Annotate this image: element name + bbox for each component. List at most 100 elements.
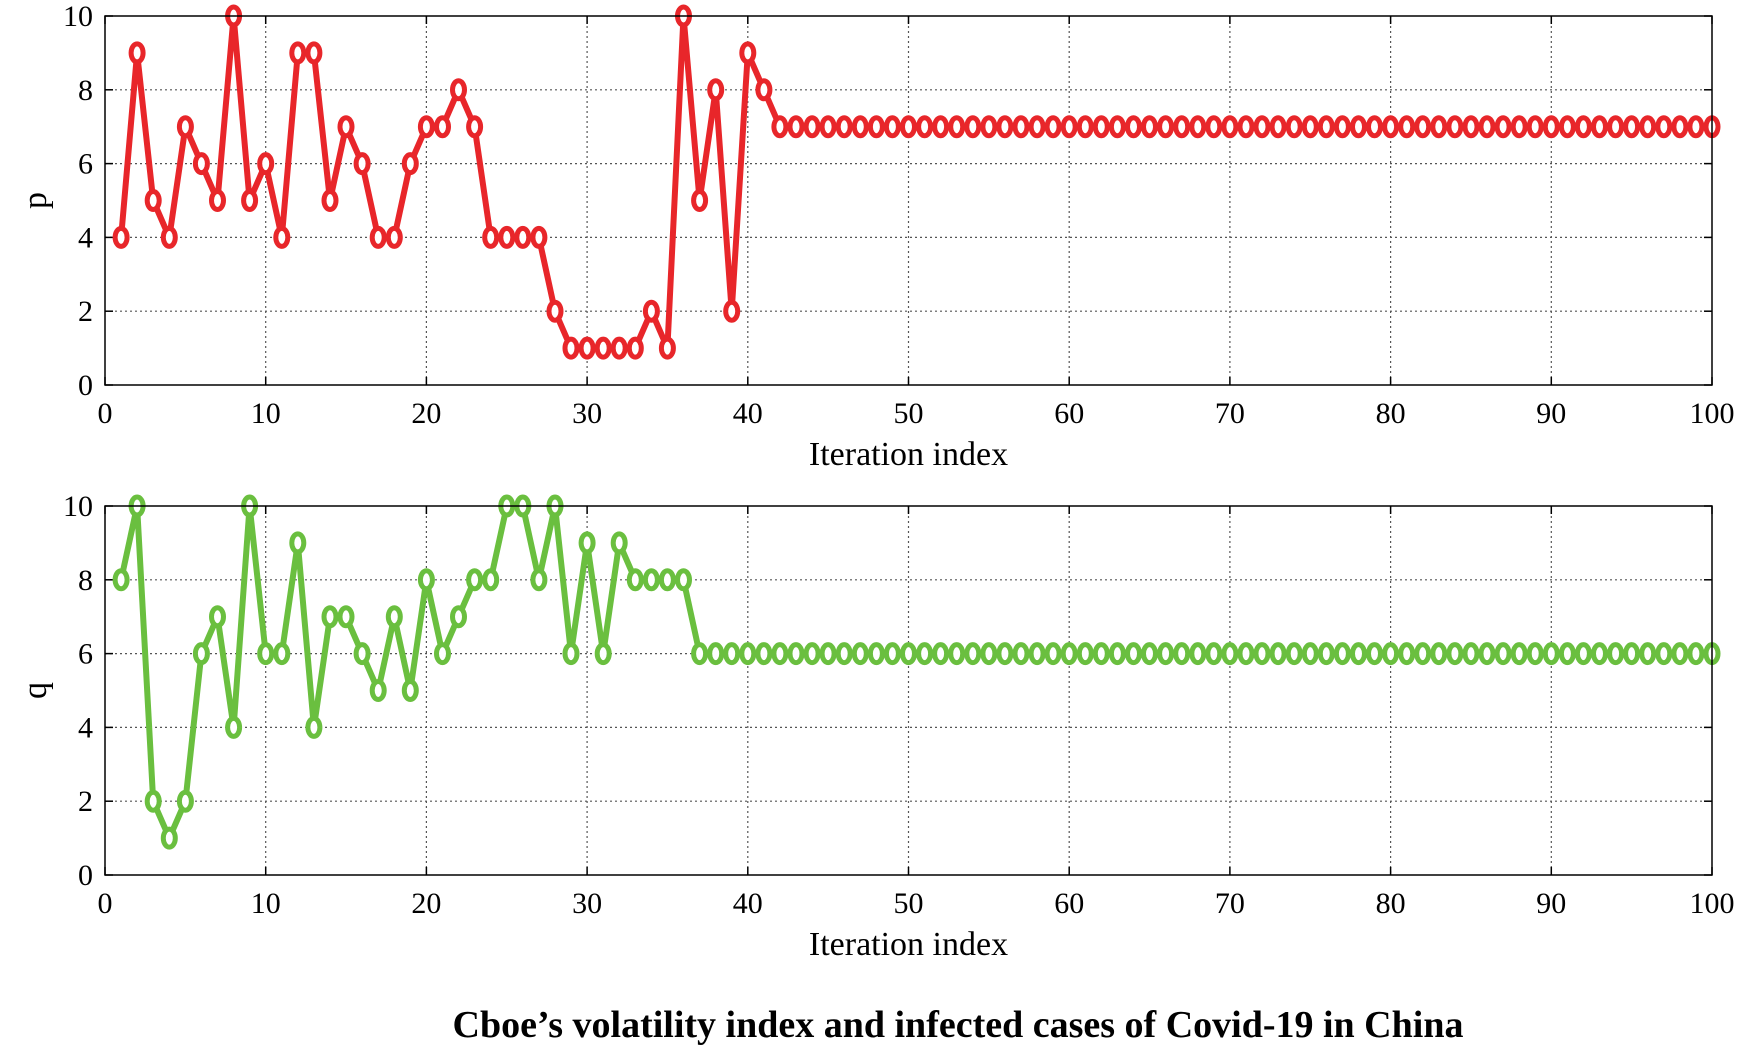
y-axis-label: p <box>17 192 54 209</box>
data-point <box>1350 115 1367 139</box>
x-tick-label: 20 <box>411 397 441 430</box>
data-point <box>594 336 612 360</box>
data-point <box>498 225 516 249</box>
y-tick-label: 2 <box>78 785 93 818</box>
data-point <box>867 115 885 139</box>
data-point <box>225 715 243 739</box>
data-point <box>1558 115 1576 139</box>
data-point <box>626 568 644 592</box>
plot-frame <box>104 505 1713 876</box>
data-point <box>1430 642 1448 666</box>
data-point <box>144 189 162 212</box>
data-point <box>948 642 966 666</box>
data-point <box>1639 642 1657 666</box>
data-point <box>1253 642 1271 666</box>
data-point <box>257 152 275 176</box>
data-point <box>739 41 757 65</box>
data-point <box>1141 642 1158 666</box>
data-point <box>1044 115 1062 139</box>
data-point <box>707 642 725 666</box>
data-point <box>867 642 885 666</box>
data-point <box>1366 642 1383 666</box>
data-point <box>1076 642 1094 666</box>
data-point <box>1687 642 1705 666</box>
data-point <box>128 41 146 65</box>
data-point <box>1478 642 1496 666</box>
data-point <box>466 115 484 139</box>
data-point <box>932 115 950 139</box>
data-point <box>1125 642 1142 666</box>
data-point <box>594 642 612 666</box>
data-point <box>1285 115 1303 139</box>
y-axis-label: q <box>17 682 54 699</box>
data-point <box>1269 115 1287 139</box>
data-point <box>466 568 484 592</box>
x-tick-label: 0 <box>98 397 113 430</box>
x-tick-label: 30 <box>572 397 602 430</box>
data-point <box>1414 642 1432 666</box>
data-point <box>1173 642 1191 666</box>
data-point <box>1221 115 1239 139</box>
data-point <box>610 531 628 555</box>
y-tick-label: 6 <box>78 148 93 181</box>
data-point <box>883 642 901 666</box>
panel-q: 0 10 20 30 40 50 60 70 80 90 100 0 2 4 6 8 10 Iteration … <box>17 490 1735 963</box>
data-point <box>450 78 467 102</box>
data-point <box>530 568 548 592</box>
data-point <box>337 605 355 629</box>
data-point <box>112 225 130 249</box>
data-point <box>610 336 628 360</box>
data-point <box>1301 642 1319 666</box>
data-point <box>273 642 291 666</box>
data-point <box>305 715 323 739</box>
y-tick-label: 0 <box>78 369 93 402</box>
data-point <box>321 605 339 629</box>
data-point <box>1108 115 1126 139</box>
data-point <box>1157 115 1175 139</box>
data-point <box>1526 115 1544 139</box>
data-point <box>1398 642 1416 666</box>
x-tick-label: 10 <box>251 397 281 430</box>
data-point <box>1317 642 1335 666</box>
data-point <box>916 115 934 139</box>
data-point <box>851 642 869 666</box>
data-point <box>562 336 580 360</box>
data-point <box>1076 115 1094 139</box>
data-point <box>658 336 676 360</box>
data-point <box>401 679 419 702</box>
data-point <box>1462 115 1480 139</box>
data-point <box>1221 642 1239 666</box>
data-point <box>1623 115 1641 139</box>
data-point <box>1558 642 1576 666</box>
data-point <box>723 299 741 323</box>
data-point <box>1414 115 1432 139</box>
data-point <box>1574 642 1592 666</box>
data-point <box>819 642 837 666</box>
x-tick-label: 40 <box>733 887 763 920</box>
series-line-p <box>118 13 1712 352</box>
x-tick-label: 0 <box>98 887 113 920</box>
data-point <box>803 642 821 666</box>
y-tick-label: 4 <box>78 221 93 254</box>
data-point <box>546 299 564 323</box>
data-point <box>192 152 210 176</box>
data-point <box>787 115 805 139</box>
data-point <box>1526 642 1544 666</box>
x-tick-label: 20 <box>411 887 441 920</box>
data-point <box>755 642 773 666</box>
y-tick-label: 10 <box>63 0 93 33</box>
x-tick-label: 60 <box>1054 397 1084 430</box>
data-point <box>900 642 917 666</box>
y-tick-label: 10 <box>63 490 93 523</box>
data-point <box>675 568 692 592</box>
series-points-p <box>112 4 1721 360</box>
data-point <box>321 189 339 212</box>
data-point <box>1382 642 1400 666</box>
x-tick-label: 40 <box>733 397 763 430</box>
x-axis-label: Iteration index <box>809 436 1008 473</box>
data-point <box>434 115 451 139</box>
data-point <box>691 189 709 212</box>
data-point <box>980 642 998 666</box>
grid <box>105 506 1712 875</box>
